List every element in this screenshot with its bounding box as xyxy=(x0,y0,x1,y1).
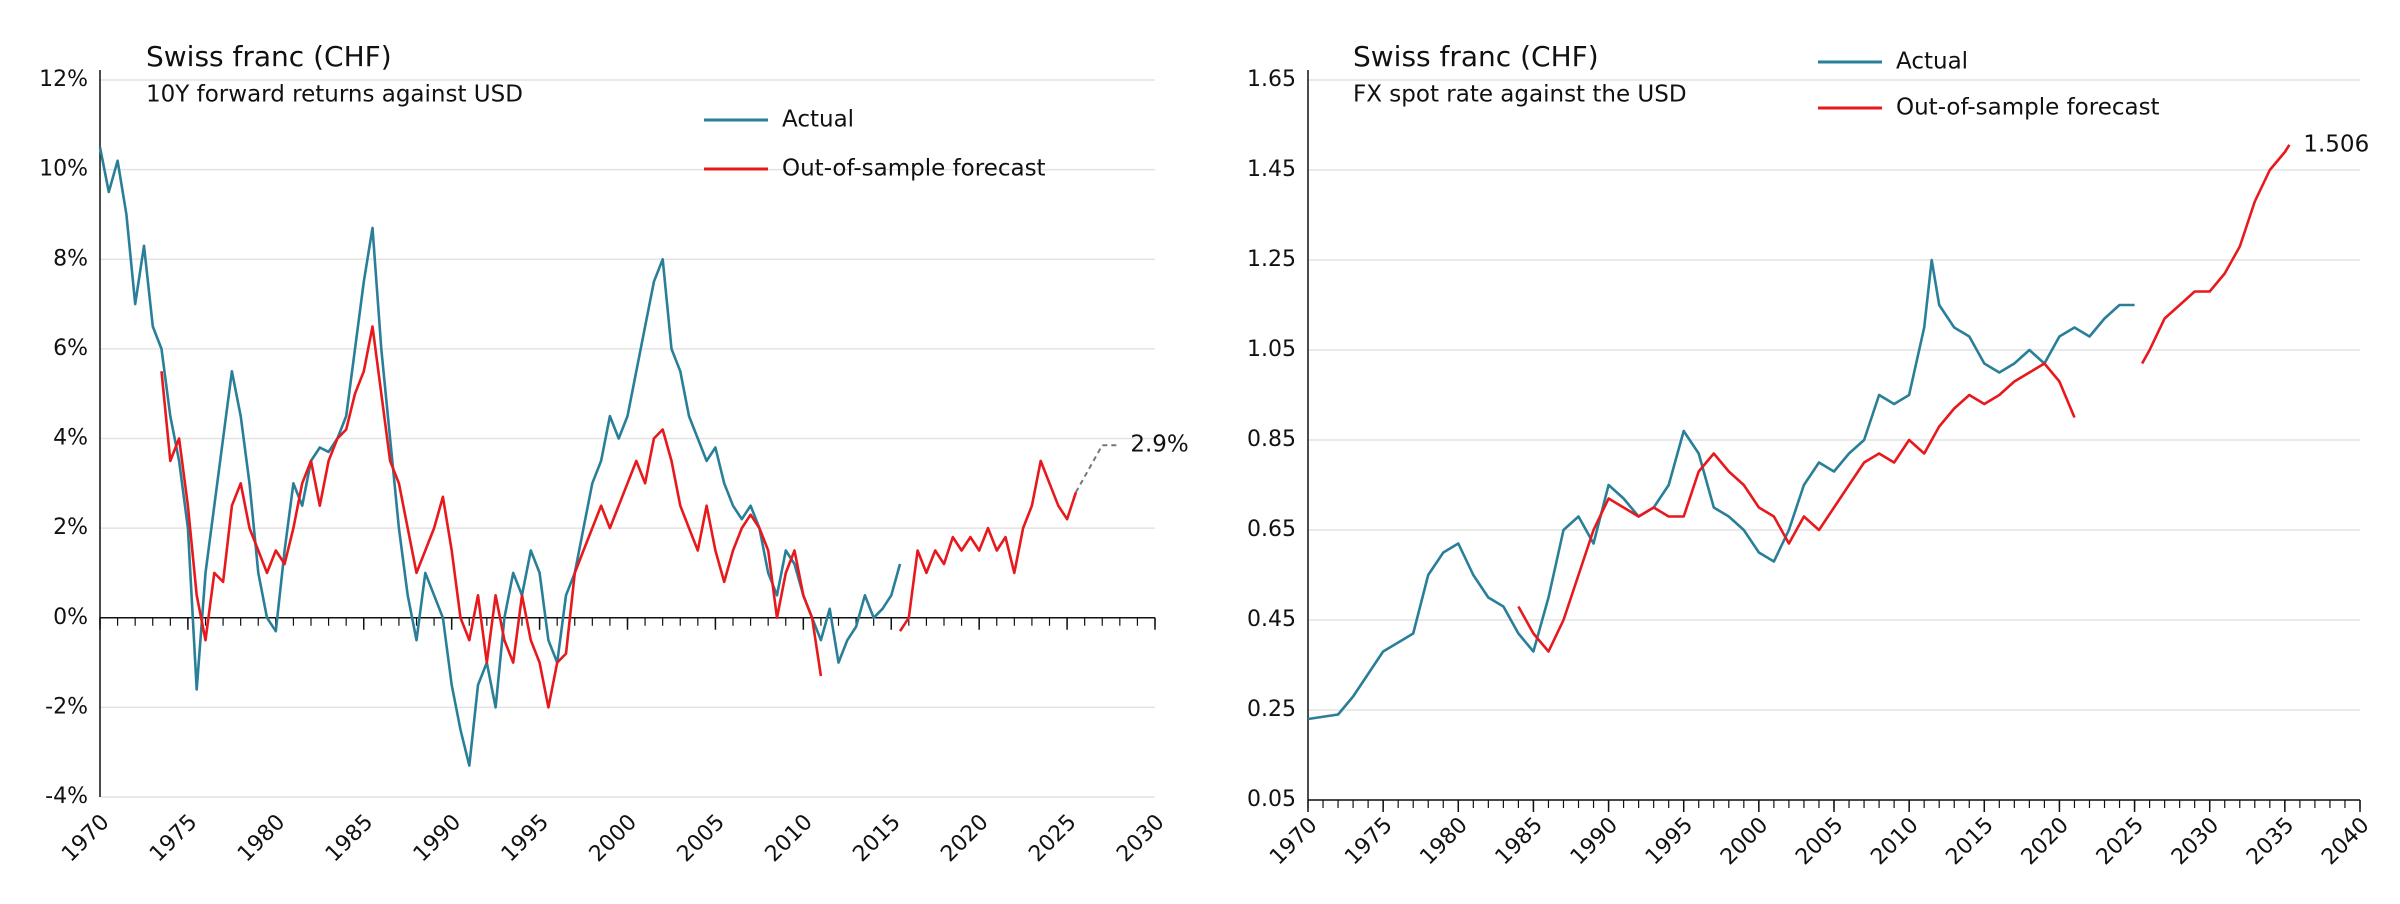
x-tick-label: 2005 xyxy=(673,810,730,867)
y-tick-label: -4% xyxy=(45,784,88,809)
x-tick-label: 1985 xyxy=(321,810,378,867)
x-tick-label: 2015 xyxy=(1941,813,1998,870)
y-tick-label: 1.05 xyxy=(1247,337,1296,362)
legend-label: Actual xyxy=(1896,49,1968,75)
data-line xyxy=(98,146,902,767)
x-tick-label: 2010 xyxy=(761,810,818,867)
y-tick-label: 0% xyxy=(53,605,88,630)
x-tick-label: 1985 xyxy=(1491,813,1548,870)
x-tick-label: 2000 xyxy=(1716,813,1773,870)
y-tick-label: 2% xyxy=(53,515,88,540)
legend-label: Actual xyxy=(782,107,854,133)
y-tick-label: 4% xyxy=(53,426,88,451)
x-tick-label: 1970 xyxy=(1265,813,1322,870)
annotation-label: 2.9% xyxy=(1130,432,1188,458)
x-tick-label: 2025 xyxy=(2092,813,2149,870)
y-tick-label: -2% xyxy=(45,694,88,719)
annotation-label: 1.506 xyxy=(2303,131,2369,157)
y-tick-label: 0.45 xyxy=(1247,607,1296,632)
y-tick-label: 1.65 xyxy=(1247,67,1296,92)
chart-subtitle: FX spot rate against the USD xyxy=(1353,82,1687,108)
y-tick-label: 0.65 xyxy=(1247,517,1296,542)
y-tick-label: 0.25 xyxy=(1247,697,1296,722)
x-tick-label: 1995 xyxy=(1641,813,1698,870)
x-tick-label: 1970 xyxy=(57,810,114,867)
chart-title: Swiss franc (CHF) xyxy=(146,40,392,73)
y-tick-label: 1.45 xyxy=(1247,157,1296,182)
y-tick-label: 0.05 xyxy=(1247,787,1296,812)
x-tick-label: 2030 xyxy=(1112,810,1169,867)
y-tick-label: 8% xyxy=(53,246,88,271)
legend-label: Out-of-sample forecast xyxy=(1896,95,2160,121)
y-tick-label: 0.85 xyxy=(1247,427,1296,452)
x-tick-label: 2010 xyxy=(1866,813,1923,870)
chart-subtitle: 10Y forward returns against USD xyxy=(146,82,523,108)
y-tick-label: 6% xyxy=(53,336,88,361)
legend-label: Out-of-sample forecast xyxy=(782,156,1046,182)
data-line xyxy=(1307,258,2135,721)
x-tick-label: 2020 xyxy=(936,810,993,867)
x-tick-label: 2030 xyxy=(2167,813,2224,870)
x-tick-label: 2025 xyxy=(1024,810,1081,867)
x-tick-label: 1990 xyxy=(1566,813,1623,870)
x-tick-label: 1980 xyxy=(1415,813,1472,870)
y-tick-label: 10% xyxy=(39,157,88,182)
x-tick-label: 2035 xyxy=(2242,813,2299,870)
connector-line xyxy=(1075,444,1117,493)
y-tick-label: 1.25 xyxy=(1247,247,1296,272)
chart-title: Swiss franc (CHF) xyxy=(1353,40,1599,73)
x-tick-label: 1990 xyxy=(409,810,466,867)
x-tick-label: 1975 xyxy=(145,810,202,867)
x-tick-label: 2015 xyxy=(848,810,905,867)
x-tick-label: 2040 xyxy=(2317,813,2374,870)
x-tick-label: 1980 xyxy=(233,810,290,867)
x-tick-label: 1995 xyxy=(497,810,554,867)
data-line xyxy=(1517,144,2291,653)
x-tick-label: 2020 xyxy=(2017,813,2074,870)
x-tick-label: 2005 xyxy=(1791,813,1848,870)
data-line xyxy=(160,325,1078,709)
x-tick-label: 2000 xyxy=(585,810,642,867)
x-tick-label: 1975 xyxy=(1340,813,1397,870)
y-tick-label: 12% xyxy=(39,67,88,92)
